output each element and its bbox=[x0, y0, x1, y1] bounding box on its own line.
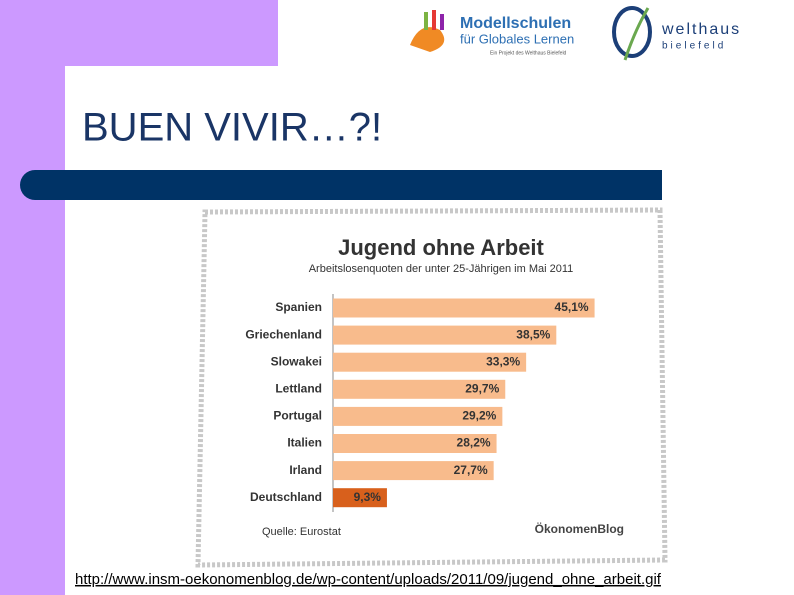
finger bbox=[424, 12, 428, 30]
category-label: Spanien bbox=[275, 300, 322, 314]
category-label: Italien bbox=[287, 436, 322, 450]
bar bbox=[333, 406, 503, 426]
value-label: 29,2% bbox=[462, 409, 496, 423]
bar bbox=[333, 379, 506, 399]
bar bbox=[333, 434, 497, 453]
school-note: Ein Projekt des Welthaus Bielefeld bbox=[490, 50, 567, 56]
category-label: Portugal bbox=[273, 409, 322, 423]
finger bbox=[432, 10, 436, 30]
bar bbox=[333, 352, 527, 372]
school-name: Modellschulen bbox=[460, 15, 571, 32]
partner-name: welthaus bbox=[661, 21, 741, 38]
partner-city: bielefeld bbox=[662, 41, 726, 52]
partner-logo: welthaus bielefeld bbox=[612, 6, 741, 61]
hand-icon bbox=[410, 27, 445, 52]
bar bbox=[333, 325, 557, 345]
corner-curve bbox=[65, 66, 278, 100]
source-link[interactable]: http://www.insm-oekonomenblog.de/wp-cont… bbox=[75, 571, 662, 588]
value-label: 29,7% bbox=[465, 381, 499, 395]
bar bbox=[333, 488, 387, 508]
category-label: Deutschland bbox=[250, 490, 322, 504]
value-label: 45,1% bbox=[555, 300, 589, 314]
value-label: 9,3% bbox=[354, 490, 382, 504]
leaf bbox=[623, 7, 650, 61]
school-logo: Modellschulen für Globales Lernen Ein Pr… bbox=[410, 10, 574, 56]
category-label: Irland bbox=[289, 463, 322, 477]
slide-title: BUEN VIVIR…?! bbox=[82, 106, 382, 150]
finger bbox=[440, 14, 444, 30]
value-label: 27,7% bbox=[454, 463, 488, 477]
side-strip bbox=[0, 0, 65, 595]
chart-title: Jugend ohne Arbeit bbox=[338, 235, 544, 260]
bar bbox=[333, 298, 595, 318]
bar bbox=[333, 461, 494, 481]
category-label: Slowakei bbox=[271, 354, 322, 368]
school-subtitle: für Globales Lernen bbox=[460, 31, 574, 46]
chart-brand: ÖkonomenBlog bbox=[535, 521, 624, 536]
ring bbox=[612, 6, 652, 58]
value-label: 28,2% bbox=[457, 436, 491, 450]
chart-subtitle: Arbeitslosenquoten der unter 25-Jährigen… bbox=[309, 263, 574, 275]
value-label: 33,3% bbox=[486, 354, 520, 368]
value-label: 38,5% bbox=[516, 327, 550, 341]
chart-source: Quelle: Eurostat bbox=[262, 526, 341, 538]
category-label: Lettland bbox=[275, 381, 322, 395]
category-label: Griechenland bbox=[245, 327, 322, 341]
title-rule bbox=[20, 170, 662, 200]
